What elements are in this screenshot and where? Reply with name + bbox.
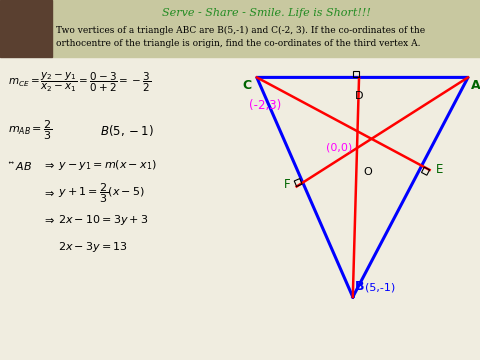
Text: C: C — [243, 80, 252, 93]
Text: E: E — [436, 163, 443, 176]
Text: F: F — [284, 178, 290, 191]
Text: $m_{AB} = \dfrac{2}{3}$: $m_{AB} = \dfrac{2}{3}$ — [8, 118, 52, 142]
Text: (-2,3): (-2,3) — [249, 99, 281, 112]
Text: Two vertices of a triangle ABC are B(5,-1) and C(-2, 3). If the co-ordinates of : Two vertices of a triangle ABC are B(5,-… — [56, 26, 425, 35]
Text: B: B — [355, 280, 364, 293]
Text: $2x-3y = 13$: $2x-3y = 13$ — [58, 240, 128, 254]
Text: $\overleftrightarrow{AB}$: $\overleftrightarrow{AB}$ — [8, 158, 32, 171]
Text: $\Rightarrow$: $\Rightarrow$ — [42, 215, 55, 225]
Bar — [0, 0, 52, 57]
Text: (0,0): (0,0) — [326, 143, 352, 153]
Text: O: O — [363, 167, 372, 177]
Text: A: A — [471, 80, 480, 93]
Text: $y+1 = \dfrac{2}{3}(x-5)$: $y+1 = \dfrac{2}{3}(x-5)$ — [58, 181, 145, 205]
Bar — [52, 0, 480, 57]
Text: $y-y_1 = m(x-x_1)$: $y-y_1 = m(x-x_1)$ — [58, 158, 156, 172]
Text: (5,-1): (5,-1) — [365, 283, 395, 293]
Text: D: D — [355, 91, 363, 102]
Text: $m_{CE} = \dfrac{y_2-y_1}{x_2-x_1} = \dfrac{0-3}{0+2} = -\dfrac{3}{2}$: $m_{CE} = \dfrac{y_2-y_1}{x_2-x_1} = \df… — [8, 70, 151, 94]
Text: $B(5,-1)$: $B(5,-1)$ — [100, 122, 154, 138]
Text: $2x-10 = 3y+3$: $2x-10 = 3y+3$ — [58, 213, 149, 227]
Text: $\Rightarrow$: $\Rightarrow$ — [42, 188, 55, 198]
Text: Serve - Share - Smile. Life is Short!!!: Serve - Share - Smile. Life is Short!!! — [162, 8, 371, 18]
Text: $\Rightarrow$: $\Rightarrow$ — [42, 160, 55, 170]
Text: orthocentre of the triangle is origin, find the co-ordinates of the third vertex: orthocentre of the triangle is origin, f… — [56, 40, 420, 49]
